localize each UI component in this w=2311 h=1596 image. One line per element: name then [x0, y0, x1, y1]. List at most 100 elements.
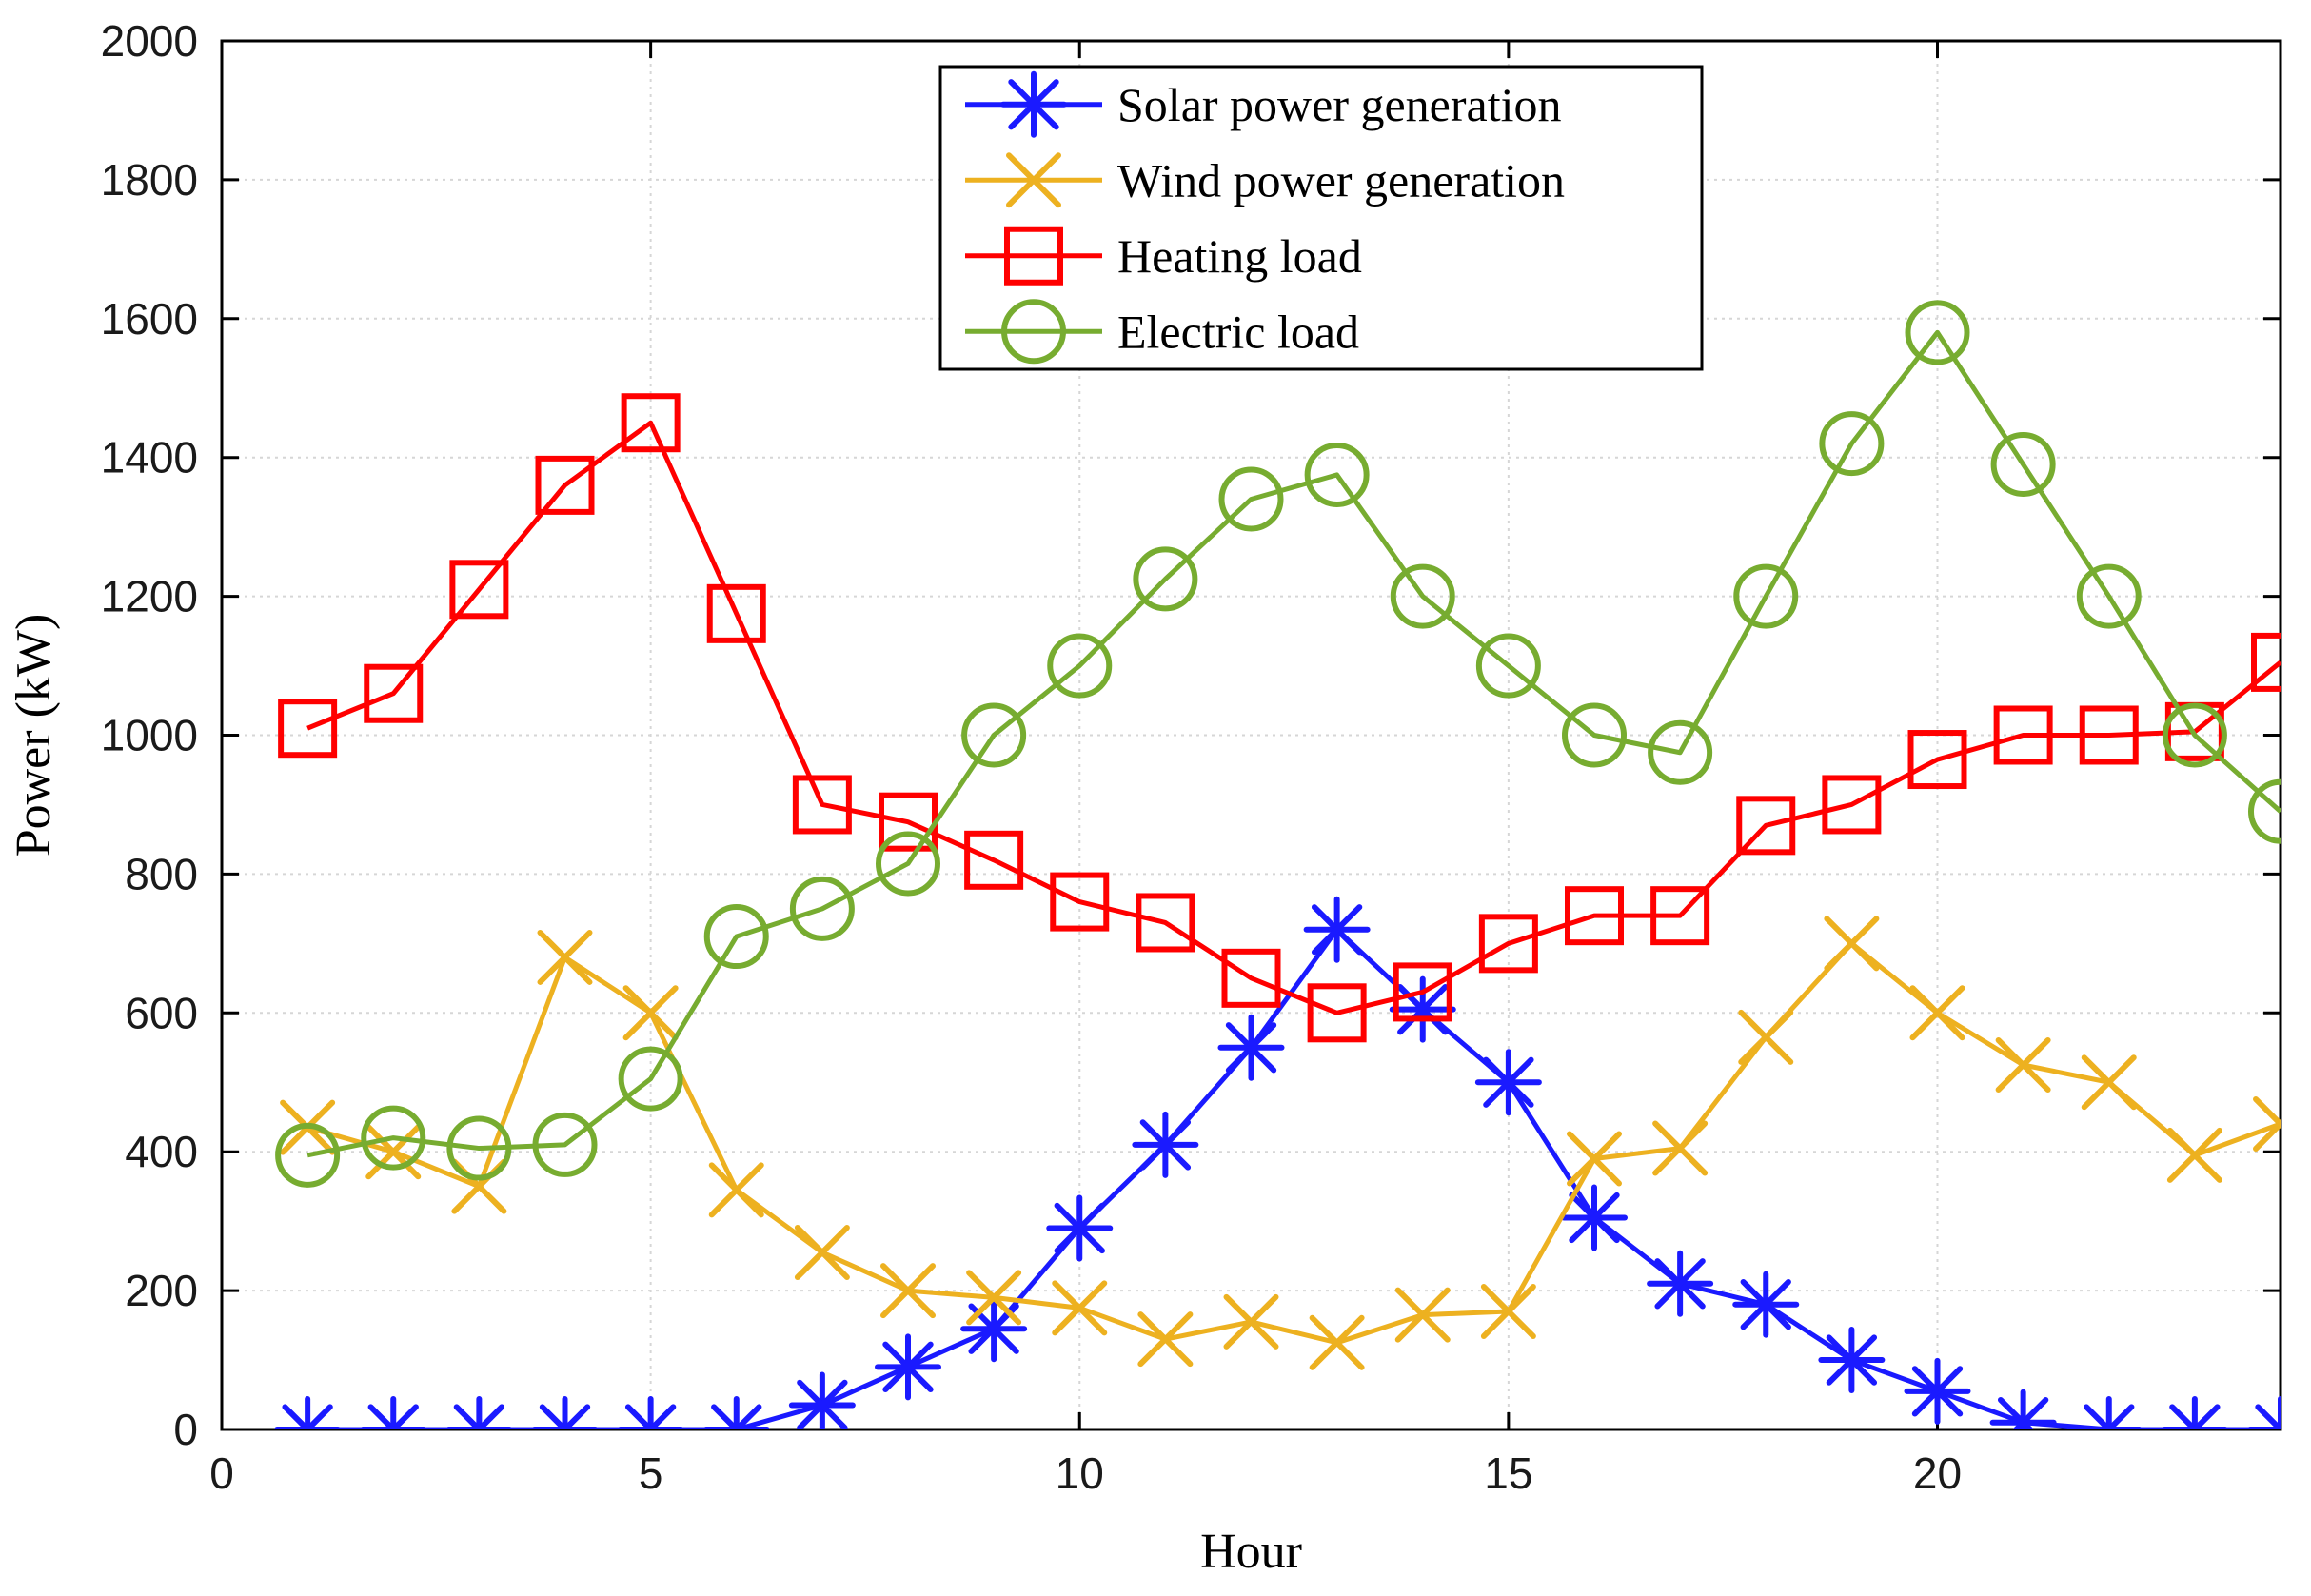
asterisk-marker-icon	[732, 1404, 762, 1429]
circle-marker-icon	[532, 1112, 598, 1177]
square-marker-icon	[1907, 730, 1967, 790]
asterisk-marker-icon	[2255, 1404, 2281, 1429]
y-tick-label: 2000	[101, 16, 198, 66]
asterisk-marker-icon	[711, 1404, 741, 1429]
x-marker-icon	[1652, 1120, 1709, 1176]
asterisk-marker-icon	[1826, 1334, 1878, 1386]
x-marker-icon	[537, 929, 593, 985]
circle-marker-icon	[618, 1046, 683, 1112]
asterisk-marker-icon	[2012, 1397, 2049, 1429]
circle-marker-icon	[2162, 702, 2227, 768]
asterisk-marker-icon	[1225, 1022, 1277, 1074]
square-marker-icon	[1822, 775, 1882, 835]
square-marker-icon	[1136, 893, 1195, 953]
square-marker-icon	[621, 393, 681, 453]
legend-label: Wind power generation	[1117, 153, 1565, 207]
asterisk-marker-icon	[1008, 79, 1059, 130]
x-marker-icon	[1738, 1009, 1794, 1065]
x-axis-label: Hour	[1200, 1525, 1302, 1579]
x-marker-icon	[2253, 1096, 2281, 1129]
circle-marker-icon	[446, 1115, 512, 1181]
asterisk-marker-icon	[797, 1379, 848, 1429]
x-marker-icon	[1567, 1131, 1622, 1187]
asterisk-marker-icon	[1397, 983, 1449, 1035]
circle-marker-icon	[1133, 546, 1198, 612]
y-tick-label: 0	[173, 1405, 198, 1454]
x-marker-icon	[2253, 1119, 2281, 1153]
asterisk-marker-icon	[1569, 1192, 1620, 1244]
legend-label: Solar power generation	[1117, 78, 1562, 131]
series-line-heating-load	[306, 420, 2281, 1015]
square-marker-icon	[1221, 948, 1281, 1008]
series-heating-load	[278, 393, 2281, 1043]
x-marker-icon	[1137, 1311, 1194, 1368]
circle-marker-icon	[1304, 442, 1370, 507]
circle-marker-icon	[1390, 563, 1455, 629]
circle-marker-icon	[1819, 411, 1885, 477]
series-line-electric-load	[306, 329, 2281, 1158]
square-marker-icon	[278, 699, 338, 759]
square-marker-icon	[1004, 226, 1063, 286]
x-tick-label: 15	[1484, 1448, 1532, 1498]
asterisk-marker-icon	[1311, 904, 1363, 956]
square-marker-icon	[1307, 983, 1367, 1043]
x-marker-icon	[1309, 1314, 1365, 1370]
circle-marker-icon	[789, 876, 855, 941]
legend-label: Heating load	[1117, 229, 1362, 283]
circle-marker-icon	[361, 1105, 426, 1171]
circle-marker-icon	[1648, 719, 1713, 785]
asterisk-marker-icon	[303, 1404, 333, 1429]
y-tick-label: 1200	[101, 572, 198, 621]
square-marker-icon	[2251, 632, 2281, 692]
circle-marker-icon	[275, 1122, 341, 1188]
asterisk-marker-icon	[646, 1404, 677, 1429]
square-marker-icon	[1565, 886, 1624, 946]
circle-marker-icon	[1905, 300, 1970, 365]
asterisk-marker-icon	[2169, 1404, 2200, 1429]
square-marker-icon	[2079, 705, 2139, 765]
asterisk-marker-icon	[2104, 1404, 2135, 1429]
y-tick-label: 600	[125, 988, 198, 1037]
legend-entry-heating-load: Heating load	[965, 226, 1362, 286]
square-marker-icon	[364, 663, 424, 723]
x-tick-label: 20	[1913, 1448, 1962, 1498]
series-group	[274, 300, 2281, 1429]
legend: Solar power generation Wind power generat…	[938, 65, 1704, 371]
x-marker-icon	[1394, 1287, 1451, 1343]
asterisk-marker-icon	[624, 1404, 655, 1429]
x-marker-icon	[2081, 1054, 2137, 1111]
asterisk-marker-icon	[2084, 1404, 2113, 1429]
asterisk-marker-icon	[1483, 1056, 1534, 1108]
x-marker-icon	[1006, 152, 1061, 208]
legend-entry-electric-load: Electric load	[965, 299, 1359, 365]
y-tick-label: 800	[125, 849, 198, 898]
x-marker-icon	[1052, 1280, 1108, 1336]
circle-marker-icon	[1562, 702, 1627, 768]
series-wind-power-generation	[280, 916, 2281, 1370]
asterisk-marker-icon	[367, 1404, 398, 1429]
legend-box	[938, 65, 1704, 371]
asterisk-marker-icon	[453, 1404, 484, 1429]
x-marker-icon	[1824, 916, 1880, 972]
x-marker-icon	[365, 1124, 422, 1180]
x-marker-icon	[2166, 1127, 2222, 1183]
circle-marker-icon	[703, 904, 769, 970]
x-marker-icon	[966, 1270, 1022, 1326]
x-tick-label: 10	[1056, 1448, 1104, 1498]
asterisk-marker-icon	[561, 1404, 591, 1429]
circle-marker-icon	[1047, 633, 1113, 699]
circle-marker-icon	[1475, 633, 1541, 699]
x-marker-icon	[880, 1263, 936, 1319]
square-marker-icon	[449, 560, 509, 620]
asterisk-marker-icon	[1654, 1258, 1706, 1310]
x-tick-label: 5	[639, 1448, 663, 1498]
series-line-wind-power-generation	[306, 940, 2281, 1346]
y-tick-label: 1400	[101, 433, 198, 483]
x-marker-icon	[708, 1162, 764, 1218]
legend-entry-solar-power-generation: Solar power generation	[965, 70, 1562, 138]
x-marker-icon	[1480, 1283, 1536, 1339]
x-marker-icon	[1995, 1037, 2051, 1094]
circle-marker-icon	[2076, 563, 2142, 629]
